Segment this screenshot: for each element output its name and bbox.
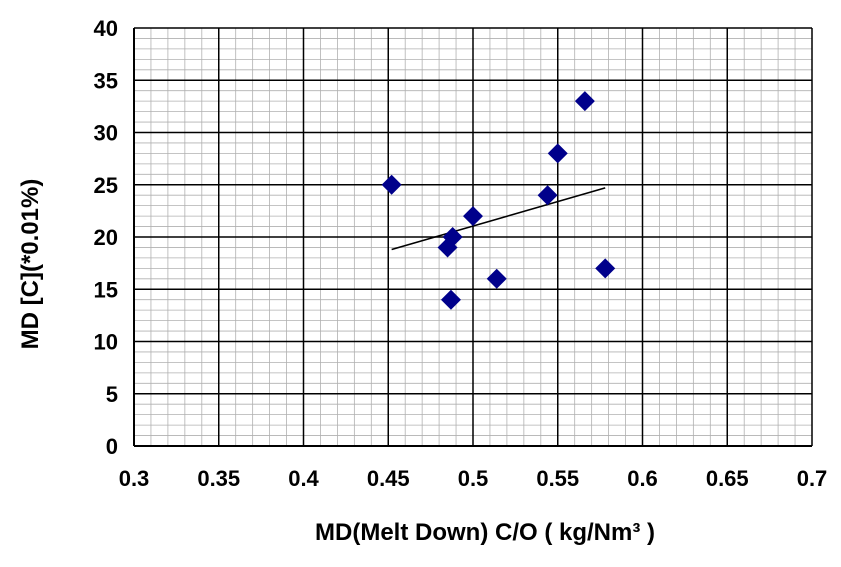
axes	[133, 28, 812, 447]
x-tick-label: 0.65	[706, 466, 749, 491]
x-tick-label: 0.55	[536, 466, 579, 491]
x-tick-label: 0.3	[119, 466, 150, 491]
y-tick-label: 20	[94, 225, 118, 250]
x-tick-label: 0.4	[288, 466, 319, 491]
data-point	[537, 185, 558, 206]
x-tick-label: 0.5	[458, 466, 489, 491]
x-tick-label: 0.7	[797, 466, 828, 491]
x-tick-label: 0.6	[627, 466, 658, 491]
data-point	[547, 143, 568, 164]
data-point	[442, 227, 463, 247]
y-tick-label: 25	[94, 173, 118, 198]
y-axis-title: MD [C](*0.01%)	[17, 179, 44, 350]
y-tick-label: 30	[94, 121, 118, 146]
data-point	[381, 174, 402, 195]
y-tick-label: 15	[94, 277, 118, 302]
points-layer	[381, 91, 616, 310]
y-tick-label: 35	[94, 68, 118, 93]
data-point	[440, 289, 461, 310]
x-tick-label: 0.35	[197, 466, 240, 491]
x-tick-labels: 0.3 0.35 0.4 0.45 0.5 0.55 0.6 0.65 0.7	[119, 466, 828, 491]
x-tick-label: 0.45	[367, 466, 410, 491]
data-point	[595, 258, 616, 279]
y-tick-label: 40	[94, 16, 118, 41]
y-tick-label: 5	[106, 382, 118, 407]
y-tick-label: 0	[106, 434, 118, 459]
data-point	[574, 91, 595, 112]
trendline	[391, 187, 606, 251]
y-tick-labels: 0 5 10 15 20 25 30 35 40	[94, 16, 118, 459]
x-axis-title: MD(Melt Down) C/O ( kg/Nm³ )	[315, 519, 655, 546]
data-point	[486, 268, 507, 289]
data-point	[463, 206, 483, 227]
trendline-layer	[391, 187, 606, 251]
y-tick-label: 10	[94, 330, 118, 355]
